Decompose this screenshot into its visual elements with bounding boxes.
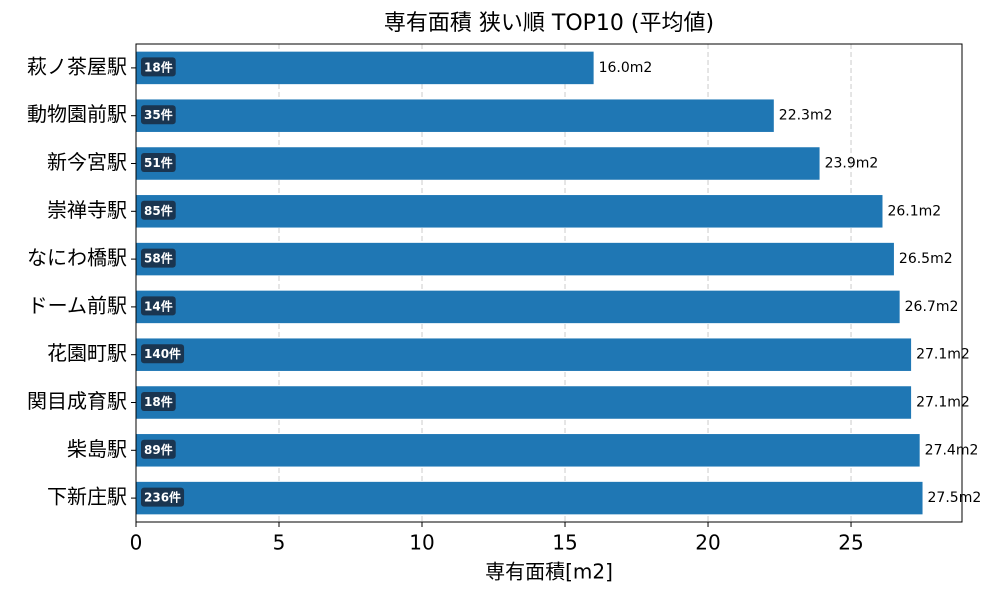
y-tick-label: 柴島駅 [67, 437, 127, 461]
count-badge [141, 439, 176, 459]
count-badge [141, 200, 176, 220]
count-badge [141, 392, 176, 411]
count-label: 18件 [144, 59, 173, 74]
bar [136, 290, 900, 324]
x-tick-label: 15 [552, 531, 577, 555]
count-label: 89件 [144, 442, 173, 457]
count-label: 58件 [144, 251, 173, 266]
count-label: 14件 [144, 298, 173, 313]
y-tick-label: ドーム前駅 [28, 293, 127, 317]
count-badge [141, 487, 185, 507]
bar [136, 242, 894, 276]
count-label: 236件 [144, 490, 181, 505]
count-badge [141, 57, 176, 77]
bar [136, 99, 774, 132]
y-tick-label: 崇禅寺駅 [47, 198, 127, 222]
y-tick-label: 関目成育駅 [27, 389, 127, 413]
count-label: 18件 [144, 394, 173, 409]
bar [136, 51, 594, 85]
y-tick-label: なにわ橋駅 [27, 246, 127, 270]
value-label: 27.5m2 [928, 490, 982, 506]
x-tick-label: 20 [695, 531, 720, 555]
x-tick-label: 5 [273, 531, 286, 555]
value-label: 22.3m2 [779, 108, 833, 124]
count-badge [141, 344, 185, 364]
plot-frame [135, 43, 963, 523]
value-label: 27.4m2 [925, 442, 979, 458]
y-tick-label: 新今宮駅 [47, 150, 127, 174]
x-tick-label: 0 [130, 531, 143, 555]
bar [136, 147, 820, 180]
value-label: 27.1m2 [916, 395, 970, 411]
bar [136, 195, 883, 228]
value-label: 26.5m2 [899, 251, 953, 267]
y-tick-label: 花園町駅 [47, 341, 127, 365]
value-label: 26.1m2 [887, 203, 941, 219]
chart-title: 専有面積 狭い順 TOP10 (平均値) [384, 11, 714, 36]
x-axis-label: 専有面積[m2] [485, 560, 613, 584]
count-label: 140件 [144, 346, 181, 361]
x-tick-label: 10 [409, 531, 434, 555]
count-label: 51件 [144, 155, 173, 170]
count-label: 35件 [144, 107, 173, 122]
y-tick-label: 萩ノ茶屋駅 [27, 54, 127, 78]
value-label: 23.9m2 [825, 156, 879, 172]
value-label: 26.7m2 [905, 299, 959, 315]
bar [136, 434, 920, 467]
y-tick-label: 下新庄駅 [47, 485, 127, 509]
bar [136, 481, 923, 515]
bar [136, 338, 912, 371]
count-badge [141, 296, 176, 316]
count-label: 85件 [144, 203, 173, 218]
x-tick-label: 25 [838, 531, 863, 555]
count-badge [141, 105, 176, 125]
value-label: 16.0m2 [599, 60, 653, 76]
bar [136, 386, 912, 419]
count-badge [141, 153, 176, 172]
y-tick-label: 動物園前駅 [27, 102, 127, 126]
value-label: 27.1m2 [916, 347, 970, 363]
count-badge [141, 248, 176, 268]
